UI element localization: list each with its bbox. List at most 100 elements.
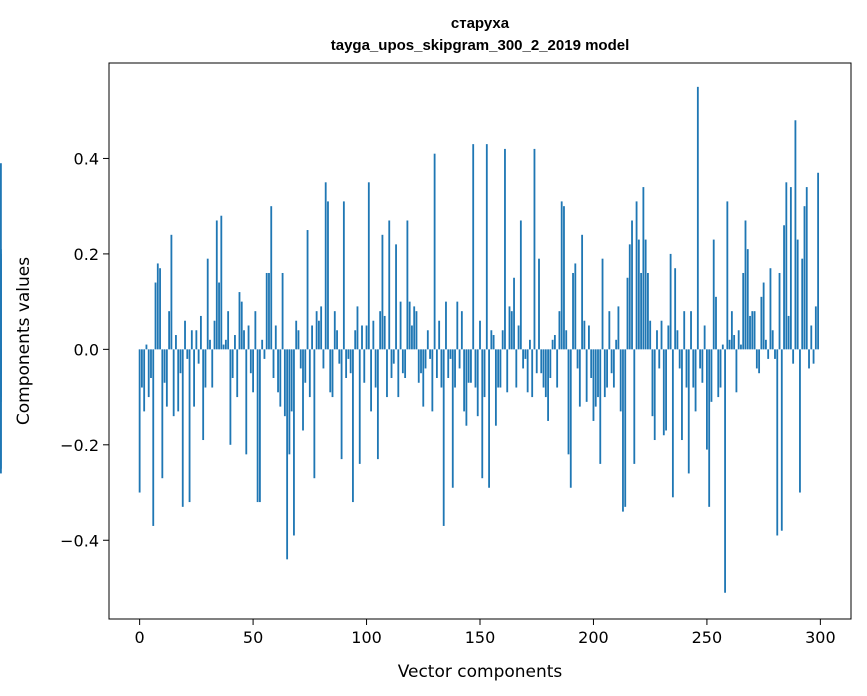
bar [143,349,146,412]
bar [551,339,554,350]
bar [742,272,745,350]
bar [243,330,245,350]
bar [435,349,438,378]
bar [785,182,788,350]
bar [150,349,152,378]
x-tick-label: 0 [135,628,145,647]
bar [703,325,706,350]
bar [479,320,481,350]
bar [538,258,540,350]
bar [236,349,239,398]
bar [635,201,638,350]
bar [206,258,209,350]
bar [401,349,404,374]
bar [460,311,463,350]
bar [767,349,770,359]
bar [220,215,223,350]
bar [304,349,307,383]
bar [685,349,688,388]
bar [501,330,504,350]
bar [238,292,241,350]
bar [712,239,715,350]
bar [252,349,254,393]
bar [563,206,565,350]
bar [265,272,268,350]
bar [465,349,468,426]
bar [499,349,502,388]
bar [438,320,441,350]
bar [456,301,459,350]
bar [483,349,486,398]
bar [261,339,264,350]
bar [701,349,704,383]
bar [184,320,186,350]
bar [476,349,479,417]
bar [299,349,302,369]
bar [463,349,466,412]
bar [440,349,443,388]
bar-series [0,86,820,593]
bar [247,325,250,350]
bar [733,335,736,350]
bar [179,349,182,374]
bar [669,253,672,350]
bar [349,349,352,374]
bar [399,301,402,350]
bar [288,349,291,455]
bar [372,320,375,350]
bar [356,306,359,350]
bar [592,349,595,421]
bar [556,349,559,388]
y-tick-label: 0.0 [74,340,99,359]
y-tick-label: 0.2 [74,245,99,264]
y-tick-label: 0.4 [74,149,99,168]
bar [692,349,695,388]
bar [315,311,318,350]
bar [608,311,611,350]
bar [429,349,431,359]
bar [626,277,629,350]
bar [215,220,218,350]
chart-title: старуха [451,15,510,32]
bar [749,315,751,350]
x-tick-label: 250 [692,628,723,647]
bar [413,306,416,350]
bar [181,349,184,507]
bar [717,349,720,398]
bar [581,234,584,350]
bar [687,349,690,474]
bar [715,296,717,350]
bar [320,306,323,350]
bar [510,311,513,350]
bar [231,349,234,378]
bar [624,349,627,507]
bar [204,349,207,388]
bar [342,201,345,350]
bar [254,311,257,350]
bar [778,272,781,350]
bar [281,272,284,350]
bar [799,349,801,493]
bar [270,206,273,350]
bar [376,349,379,460]
bar [710,349,713,402]
bar [617,306,620,350]
x-tick-label: 200 [578,628,609,647]
bar [411,325,413,350]
bar [406,220,409,350]
bar [177,349,180,412]
bar [272,349,275,378]
bar [776,349,779,536]
bar [653,349,656,441]
bar [803,206,806,350]
bar [615,339,618,350]
bar [202,349,205,441]
bar [306,230,309,350]
bar [610,349,613,374]
bar [567,349,570,455]
bar [336,330,338,350]
bar [188,349,191,503]
bar [268,272,270,350]
bar [347,349,350,359]
bar [569,349,572,488]
